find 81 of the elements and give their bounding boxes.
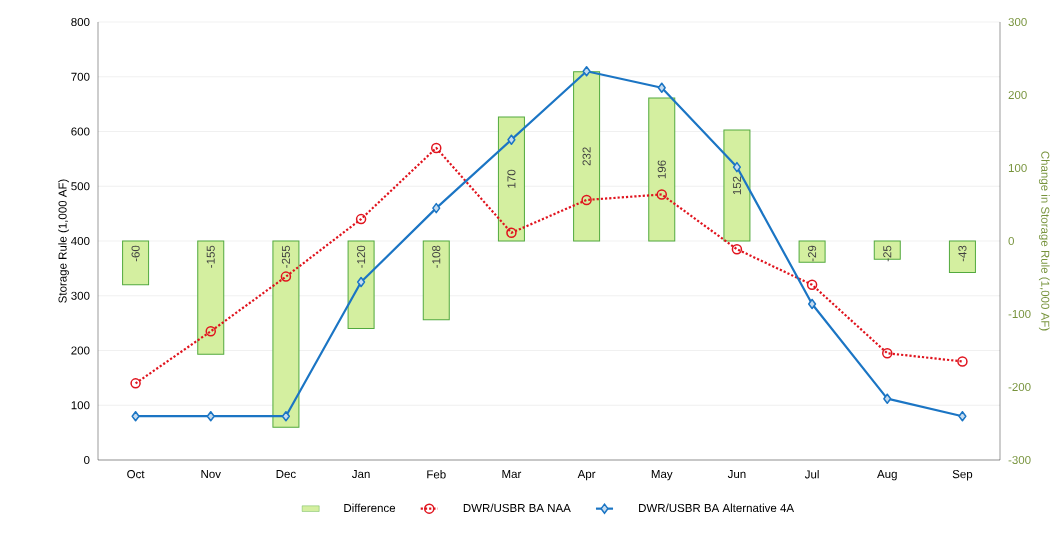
point: [356, 276, 366, 288]
y2-tick-label: 200: [1008, 90, 1027, 100]
y2-tick-label: 300: [1008, 17, 1027, 27]
data-label: 152: [732, 176, 741, 195]
point: [582, 66, 591, 77]
point: [205, 326, 217, 337]
y-tick-label: 300: [71, 291, 90, 300]
point: [731, 243, 743, 255]
point: [355, 213, 367, 225]
x-tick-label: Nov: [201, 470, 221, 479]
data-label: -255: [281, 245, 290, 268]
x-tick-label: Sep: [952, 470, 973, 481]
point: [882, 347, 893, 359]
data-label: -29: [808, 245, 817, 262]
bar: [497, 116, 525, 242]
x-tick-label: Aug: [877, 470, 897, 481]
y2-tick-label: -300: [1008, 455, 1031, 465]
point: [131, 410, 140, 422]
y2-tick-label: 100: [1008, 163, 1027, 173]
legend-label: DWR/USBR BA NAA: [463, 503, 571, 513]
data-label: -155: [206, 245, 215, 268]
y-tick-label: 0: [84, 455, 90, 465]
bar: [873, 240, 901, 260]
x-tick-label: Oct: [127, 470, 145, 479]
y2-axis-title: Change in Storage Rule (1,000 AF): [1038, 151, 1050, 331]
y-tick-label: 500: [71, 182, 90, 191]
data-label: 232: [582, 147, 591, 166]
bar: [197, 240, 225, 355]
point: [958, 410, 967, 422]
point: [281, 410, 291, 422]
legend-label: Difference: [344, 503, 396, 513]
legend-label: DWR/USBR BA Alternative 4A: [639, 503, 795, 513]
y-tick-label: 800: [71, 17, 90, 27]
x-tick-label: May: [651, 470, 673, 481]
y-tick-label: 600: [71, 127, 90, 136]
point: [732, 161, 742, 173]
data-label: 170: [507, 169, 516, 188]
bar: [573, 71, 601, 242]
point: [657, 82, 666, 93]
point: [957, 356, 968, 367]
point: [656, 189, 668, 200]
x-tick-label: Feb: [427, 470, 446, 479]
data-label: -120: [357, 245, 366, 268]
point: [432, 202, 441, 214]
data-label: -108: [432, 245, 441, 268]
bar: [648, 97, 676, 242]
data-label: 196: [657, 160, 666, 179]
bar: [422, 240, 450, 321]
point: [581, 194, 592, 206]
point: [806, 279, 818, 291]
y2-tick-label: -200: [1008, 382, 1031, 392]
y-tick-label: 400: [71, 236, 90, 246]
bar: [347, 240, 375, 330]
x-tick-label: Apr: [577, 470, 596, 481]
point: [807, 298, 817, 310]
x-tick-label: Jun: [727, 470, 746, 479]
y-axis-title: Storage Rule (1,000 AF): [58, 179, 69, 303]
point: [431, 142, 442, 154]
point: [883, 393, 892, 404]
data-label: -43: [958, 245, 967, 262]
bar: [798, 240, 826, 263]
bar: [723, 129, 751, 242]
bar: [948, 240, 976, 273]
x-tick-label: Jan: [351, 470, 370, 479]
y2-tick-label: -100: [1008, 309, 1031, 319]
point: [206, 410, 215, 422]
y2-tick-label: 0: [1008, 236, 1014, 246]
data-label: -25: [883, 245, 892, 262]
x-tick-label: Mar: [502, 470, 522, 479]
point: [280, 271, 292, 282]
x-tick-label: Jul: [804, 470, 819, 479]
point: [130, 378, 141, 389]
bar: [122, 240, 150, 286]
data-label: -60: [131, 245, 140, 262]
y-tick-label: 700: [71, 72, 90, 81]
y-tick-label: 200: [71, 346, 90, 355]
point: [506, 227, 517, 239]
point: [507, 134, 516, 145]
x-tick-label: Dec: [276, 470, 296, 479]
y-tick-label: 100: [71, 401, 90, 410]
bar: [272, 240, 300, 428]
